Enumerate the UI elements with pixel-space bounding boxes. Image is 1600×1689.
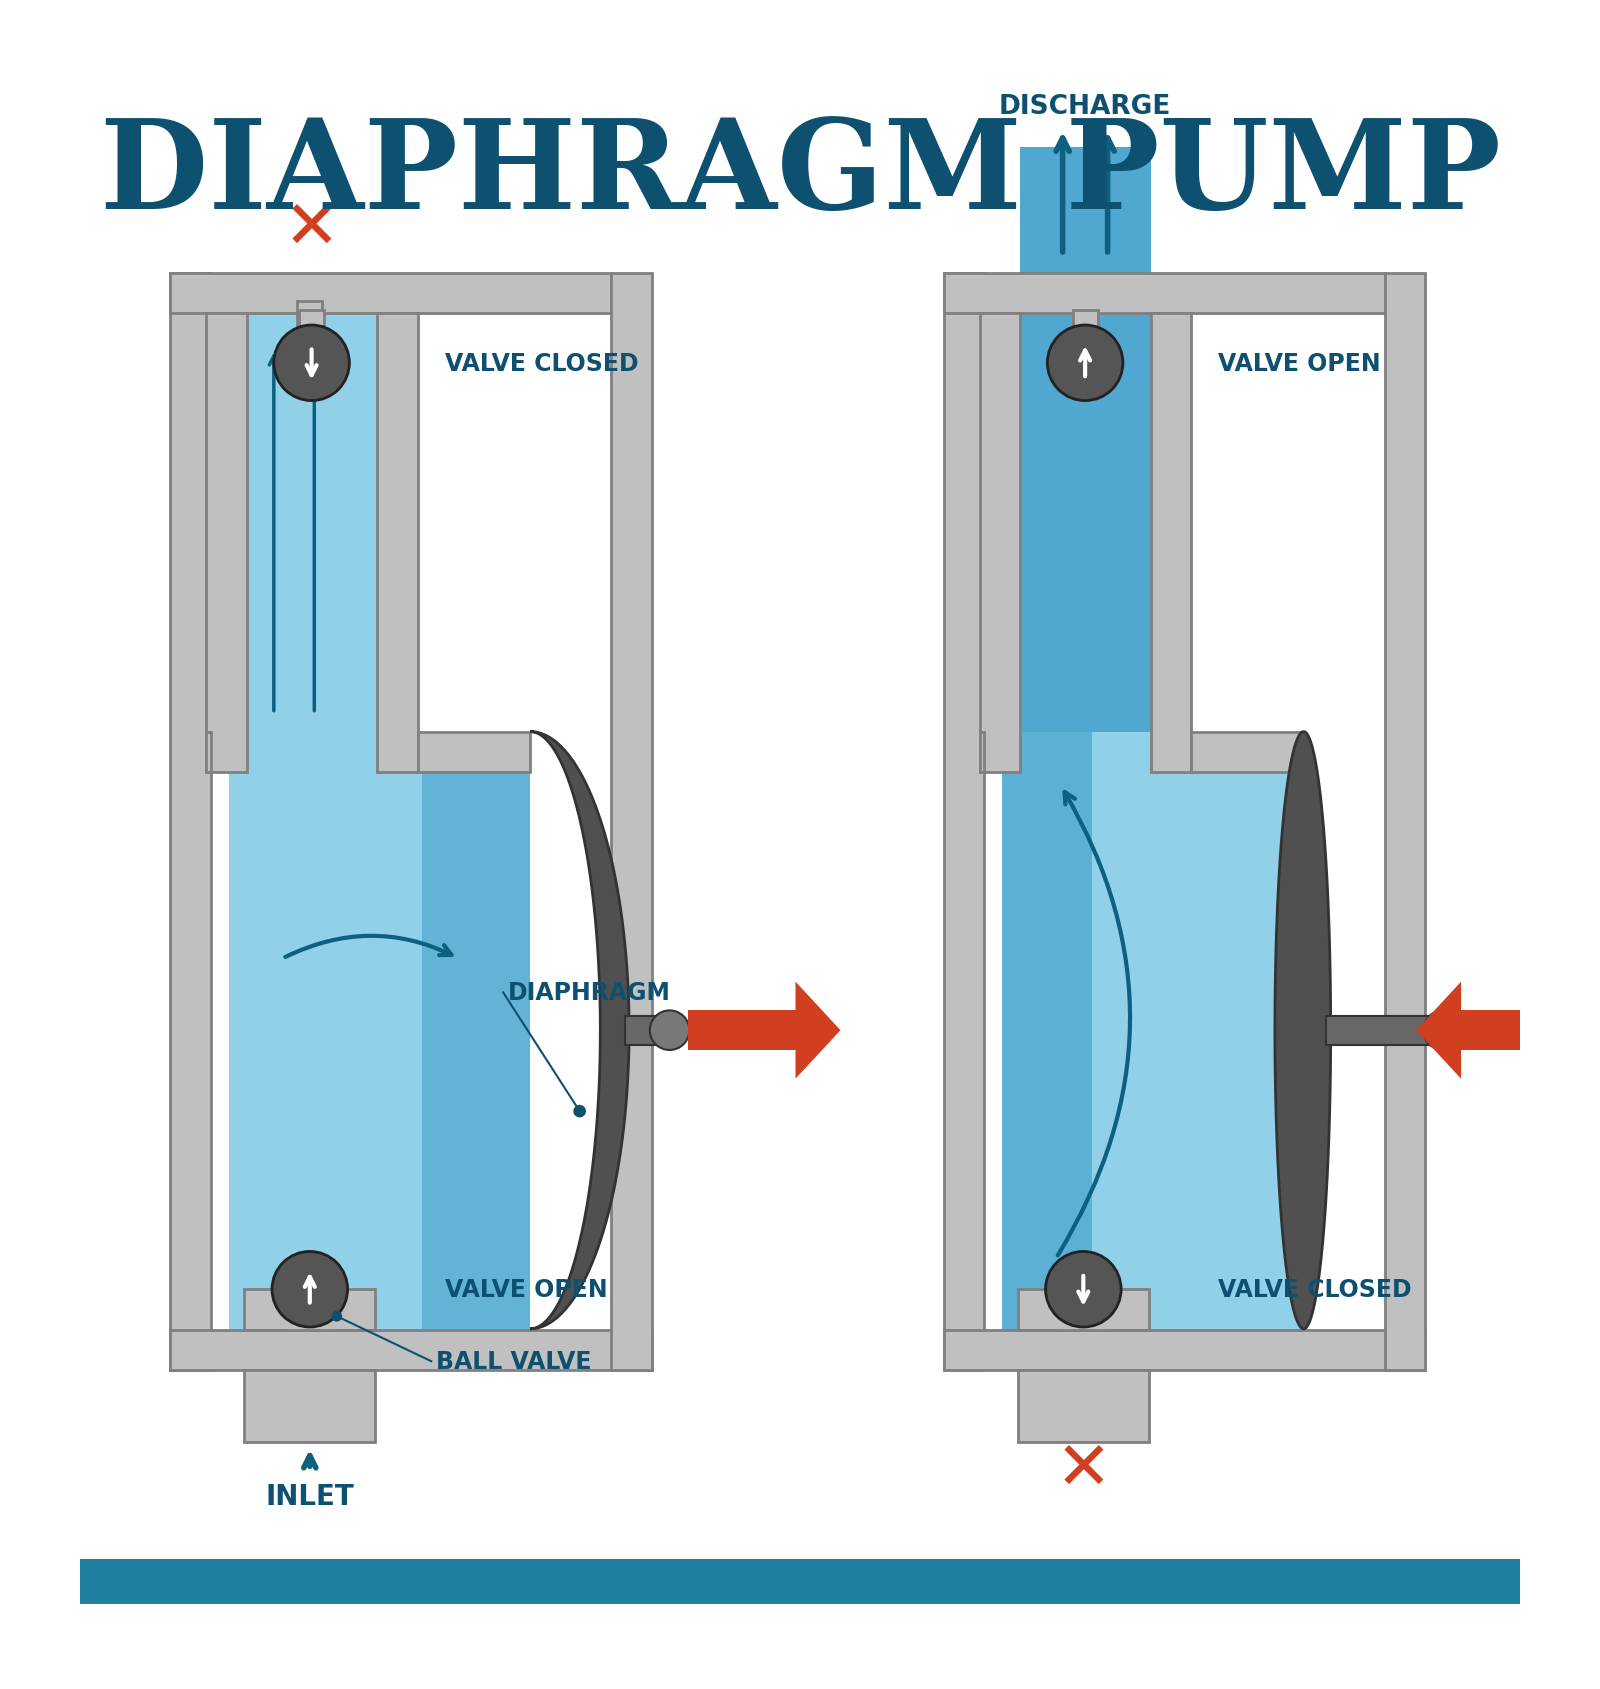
Bar [170,274,211,1370]
Text: VALVE OPEN: VALVE OPEN [445,1277,608,1302]
Text: DIAPHRAGM PUMP: DIAPHRAGM PUMP [99,115,1501,235]
Bar [298,302,322,326]
Text: VALVE CLOSED: VALVE CLOSED [445,351,638,375]
Circle shape [272,1252,347,1328]
Polygon shape [1416,981,1461,1079]
Bar [1192,731,1304,772]
Text: VALVE OPEN: VALVE OPEN [1218,351,1381,375]
Text: VALVE CLOSED: VALVE CLOSED [1218,1277,1411,1302]
Bar [290,1329,331,1442]
Bar [1021,314,1150,731]
Circle shape [650,1010,690,1051]
Bar [611,274,651,1370]
Polygon shape [1275,731,1331,1329]
Circle shape [331,1311,342,1322]
Bar [418,731,530,772]
Bar [1326,1017,1443,1045]
Bar [1021,149,1150,314]
Circle shape [1048,326,1123,402]
Bar [1002,731,1093,1329]
Bar [246,314,378,731]
Polygon shape [530,731,629,1329]
Bar [1002,731,1304,1329]
Bar [944,1329,1426,1370]
Bar [979,314,1021,772]
Bar [229,731,530,1329]
Bar [422,731,530,1329]
Bar [285,1370,334,1442]
Bar [1070,1282,1096,1307]
Bar [299,311,325,336]
Text: DISCHARGE: DISCHARGE [998,95,1171,120]
Bar [170,274,611,314]
Circle shape [1045,1252,1122,1328]
Bar [80,1559,1520,1605]
Circle shape [1424,1010,1462,1051]
Bar [624,1017,669,1045]
Circle shape [274,326,349,402]
Bar [1150,314,1192,772]
Bar [206,731,211,772]
Bar [944,274,984,1370]
Bar [1018,1370,1149,1442]
Bar [1018,1289,1149,1329]
Bar [1384,274,1426,1370]
Text: ✕: ✕ [283,196,339,262]
Bar [1072,311,1098,336]
Text: BALL VALVE: BALL VALVE [435,1350,592,1373]
Bar [206,314,246,772]
Polygon shape [795,981,840,1079]
Bar [979,731,984,772]
Bar [245,1370,376,1442]
Text: INLET: INLET [266,1483,354,1510]
Bar [378,314,418,772]
Text: ✕: ✕ [1056,1436,1112,1502]
Bar [1062,1329,1104,1442]
Bar [245,1289,376,1329]
Bar [1461,1010,1570,1051]
Bar [1058,1370,1109,1442]
Bar [688,1010,795,1051]
Text: DIAPHRAGM: DIAPHRAGM [507,981,670,1005]
Bar [170,1329,651,1370]
Bar [298,1282,322,1307]
Bar [944,274,1384,314]
Circle shape [573,1105,586,1118]
